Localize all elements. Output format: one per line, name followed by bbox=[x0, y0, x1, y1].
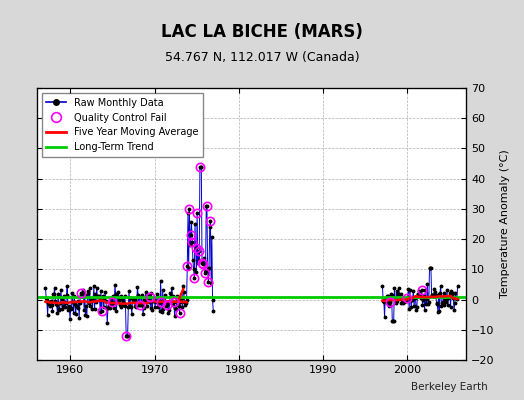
Text: Berkeley Earth: Berkeley Earth bbox=[411, 382, 487, 392]
Y-axis label: Temperature Anomaly (°C): Temperature Anomaly (°C) bbox=[500, 150, 510, 298]
Text: LAC LA BICHE (MARS): LAC LA BICHE (MARS) bbox=[161, 23, 363, 41]
Legend: Raw Monthly Data, Quality Control Fail, Five Year Moving Average, Long-Term Tren: Raw Monthly Data, Quality Control Fail, … bbox=[41, 93, 203, 157]
Text: 54.767 N, 112.017 W (Canada): 54.767 N, 112.017 W (Canada) bbox=[165, 52, 359, 64]
